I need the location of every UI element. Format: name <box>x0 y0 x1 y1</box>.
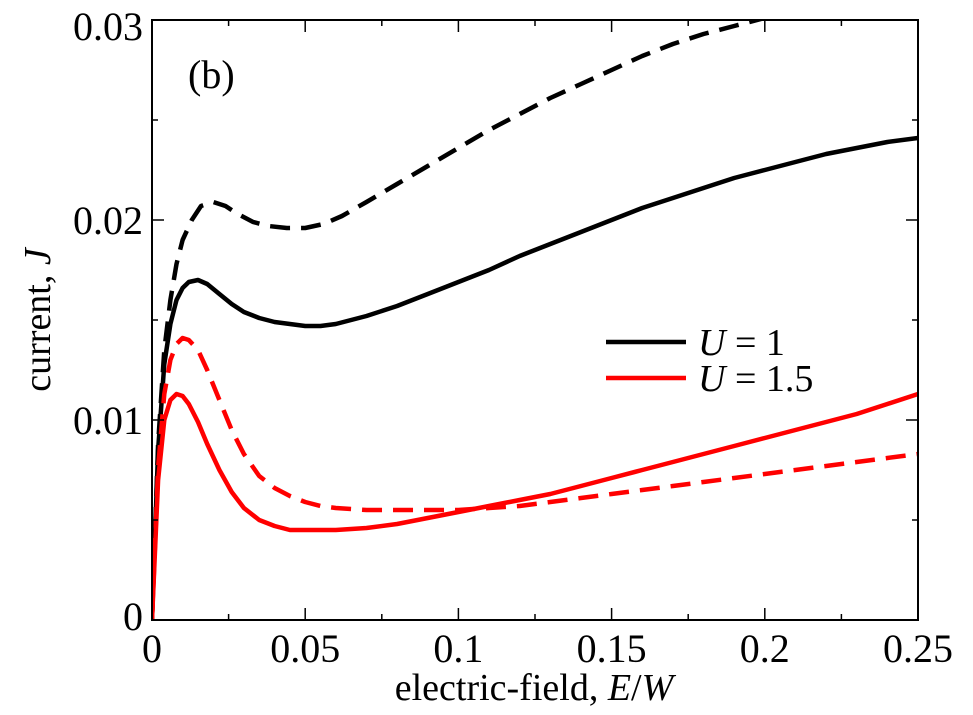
y-axis-title-prefix: current, <box>17 265 59 392</box>
x-axis-title: electric-field, E/W <box>395 667 677 709</box>
ticks-layer: 0 0.05 0.1 0.15 0.2 0.25 0 0.01 0.02 0.03 <box>73 4 953 671</box>
panel-label: (b) <box>188 52 235 97</box>
x-axis-var-w: W <box>642 667 677 709</box>
x-tick-label-4: 0.2 <box>740 626 790 671</box>
y-tick-label-3: 0.03 <box>73 4 143 49</box>
legend-label-u15: U = 1.5 <box>698 358 813 400</box>
legend: U = 1 U = 1.5 <box>606 322 813 400</box>
series-line-2 <box>152 391 918 620</box>
x-tick-label-1: 0.05 <box>270 626 340 671</box>
x-tick-label-2: 0.1 <box>433 626 483 671</box>
x-tick-label-3: 0.15 <box>577 626 647 671</box>
legend-label-u1: U = 1 <box>698 322 785 364</box>
x-axis-var-e: E <box>607 667 631 709</box>
x-axis-title-prefix: electric-field, <box>395 667 608 709</box>
y-tick-label-2: 0.02 <box>73 198 143 243</box>
legend-value-u1: = 1 <box>725 322 784 364</box>
y-axis-title: current, J <box>17 246 59 392</box>
series-line-3 <box>152 335 918 620</box>
series-line-1 <box>152 20 767 620</box>
series-line-0 <box>152 135 918 620</box>
y-tick-label-1: 0.01 <box>73 398 143 443</box>
y-tick-label-0: 0 <box>123 594 143 639</box>
x-tick-label-5: 0.25 <box>883 626 953 671</box>
legend-var-u1: U <box>698 322 728 364</box>
x-tick-label-0: 0 <box>142 626 162 671</box>
legend-value-u15: = 1.5 <box>725 358 813 400</box>
legend-var-u15: U <box>698 358 728 400</box>
x-axis-sep: / <box>631 667 642 709</box>
series-layer <box>152 20 918 620</box>
y-axis-var-j: J <box>17 246 59 265</box>
